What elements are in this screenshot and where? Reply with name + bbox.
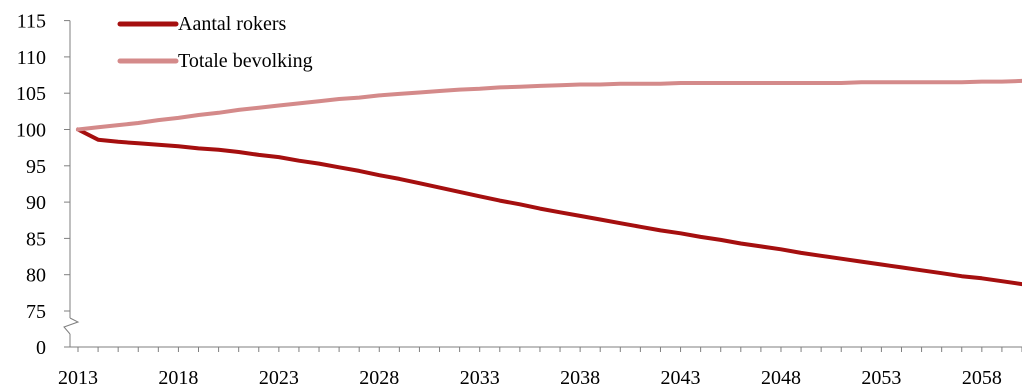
- x-tick-label: 2058: [962, 367, 1002, 387]
- y-tick-label: 80: [26, 265, 46, 287]
- x-tick-label: 2053: [861, 367, 901, 387]
- y-tick-label: 115: [17, 11, 46, 33]
- x-tick-label: 2038: [560, 367, 600, 387]
- series-lines: [76, 78, 1022, 287]
- y-axis-break-icon: [63, 317, 80, 335]
- y-tick-label: 85: [26, 228, 46, 250]
- x-tick-label: 2013: [58, 367, 98, 387]
- y-tick-label: 95: [26, 156, 46, 178]
- series-line-0: [76, 127, 1022, 287]
- series-line-1: [76, 78, 1022, 132]
- y-tick-label: 100: [16, 120, 46, 142]
- legend: Aantal rokers Totale bevolking: [117, 13, 313, 72]
- x-tick-label: 2033: [460, 367, 500, 387]
- x-tick-label: 2018: [158, 367, 198, 387]
- x-tick-label: 2048: [761, 367, 801, 387]
- y-tick-label: 110: [17, 47, 46, 69]
- legend-label-1: Totale bevolking: [178, 50, 313, 72]
- legend-label-0: Aantal rokers: [178, 13, 287, 35]
- y-tick-label: 105: [16, 83, 46, 105]
- y-tick-label: 90: [26, 192, 46, 214]
- y-tick-label: 75: [26, 301, 46, 323]
- axes: 0 75 80 85 90 95 100 105 110 115 2013 2018 2023 2028 2…: [16, 11, 1022, 387]
- x-tick-label: 2043: [661, 367, 701, 387]
- x-tick-label: 2028: [359, 367, 399, 387]
- x-tick-label: 2023: [259, 367, 299, 387]
- y-tick-label: 0: [36, 337, 46, 359]
